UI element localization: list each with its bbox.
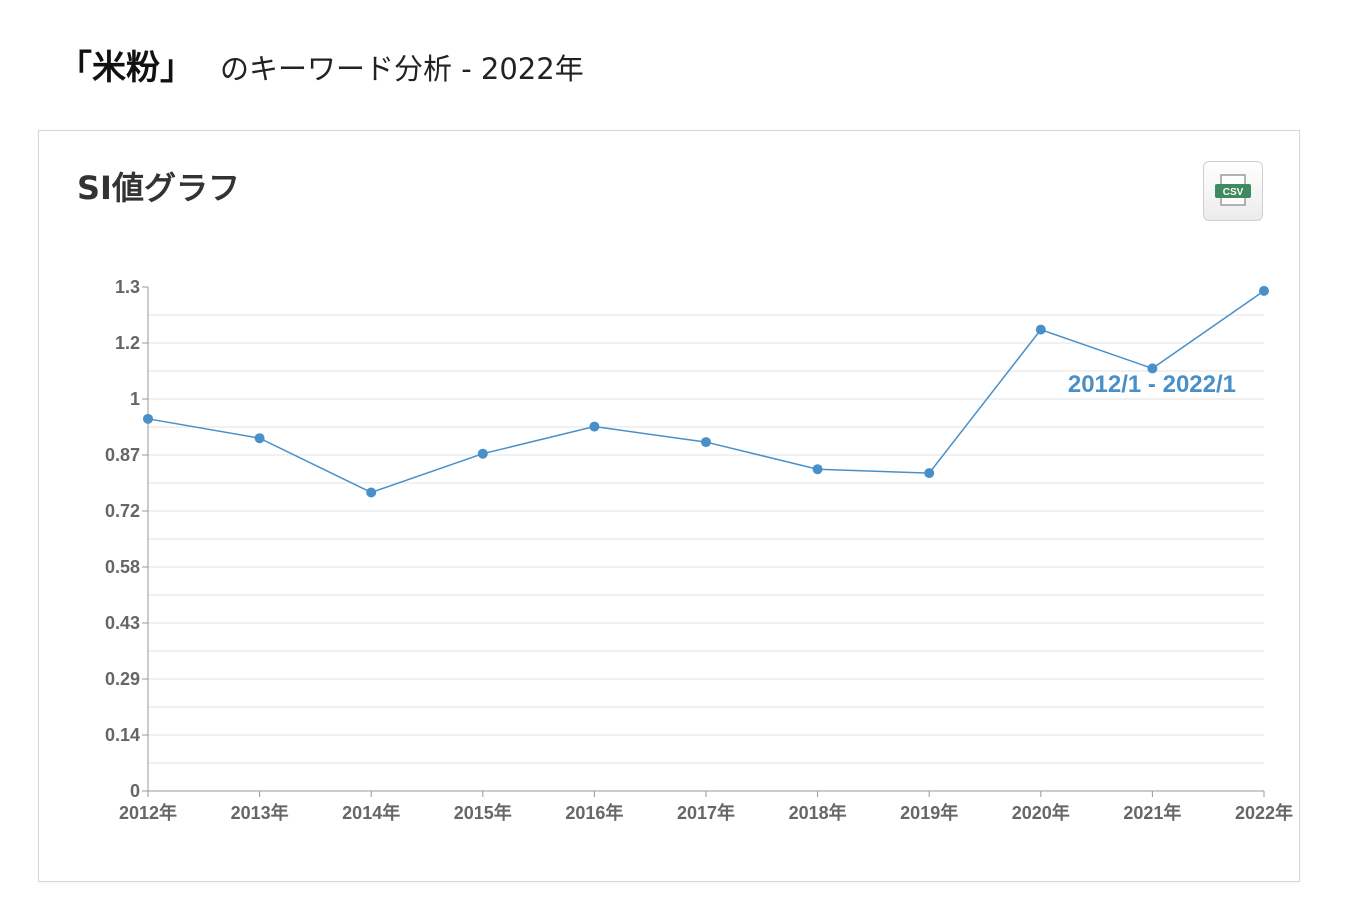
data-point — [1147, 363, 1158, 374]
data-point — [366, 487, 377, 498]
data-point — [143, 413, 153, 424]
csv-icon-label: CSV — [1223, 187, 1244, 198]
keyword-analysis-subtitle: のキーワード分析 - 2022年 — [220, 52, 584, 86]
y-tick-label: 0.87 — [105, 445, 140, 465]
y-tick-label: 1.3 — [115, 277, 140, 297]
x-tick-label: 2015年 — [454, 802, 512, 823]
x-tick-label: 2014年 — [342, 802, 400, 823]
y-tick-label: 0.29 — [105, 669, 140, 689]
y-tick-label: 0.58 — [105, 557, 140, 577]
si-graph-panel: SI値グラフ CSV — [38, 130, 1300, 882]
date-range-annotation: 2012/1 - 2022/1 — [1068, 371, 1236, 398]
x-tick-label: 2012年 — [119, 802, 177, 823]
x-tick-label: 2016年 — [565, 802, 623, 823]
data-point — [812, 464, 823, 475]
x-tick-label: 2018年 — [789, 802, 847, 823]
y-tick-label: 1 — [130, 389, 140, 409]
y-tick-label: 1.2 — [115, 333, 140, 353]
x-tick-label: 2017年 — [677, 802, 735, 823]
data-point — [1035, 324, 1046, 335]
y-tick-label: 0.72 — [105, 501, 140, 521]
y-tick-label: 0.43 — [105, 613, 140, 633]
y-tick-label: 0.14 — [105, 725, 140, 745]
data-point — [701, 437, 711, 448]
data-point — [477, 448, 488, 459]
x-tick-label: 2019年 — [900, 802, 958, 823]
data-point — [1259, 285, 1269, 296]
data-point — [924, 468, 935, 479]
x-tick-label: 2022年 — [1235, 802, 1293, 823]
page-header: 「米粉」 のキーワード分析 - 2022年 — [58, 40, 584, 96]
x-tick-label: 2013年 — [231, 802, 289, 823]
data-point — [254, 433, 265, 444]
x-tick-label: 2021年 — [1123, 802, 1181, 823]
csv-file-icon: CSV — [1215, 174, 1251, 206]
x-tick-label: 2020年 — [1012, 802, 1070, 823]
y-tick-label: 0 — [130, 781, 140, 801]
keyword-title: 「米粉」 — [58, 48, 194, 88]
panel-title: SI値グラフ — [77, 169, 240, 207]
csv-download-button[interactable]: CSV — [1203, 161, 1263, 221]
data-point — [589, 421, 600, 432]
